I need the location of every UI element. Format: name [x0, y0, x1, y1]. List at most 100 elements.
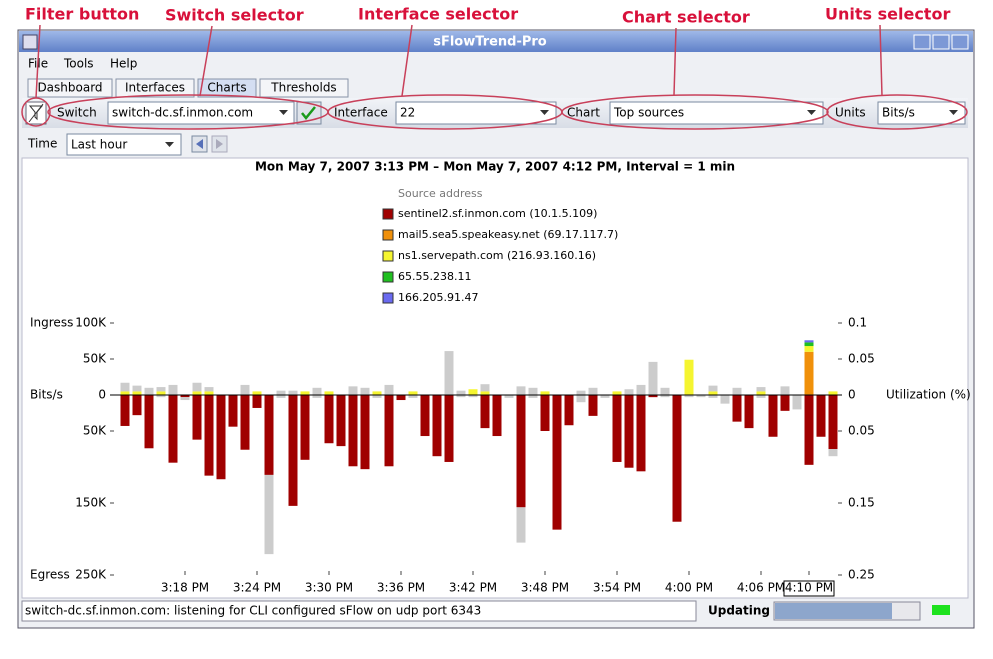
- bar-segment: [252, 395, 262, 408]
- bar-segment: [528, 387, 538, 395]
- x-tick-label: 3:30 PM: [305, 581, 353, 595]
- switch-combobox[interactable]: [107, 101, 295, 125]
- status-message: switch-dc.sf.inmon.com: listening for CL…: [25, 604, 481, 618]
- bar-segment: [648, 361, 658, 395]
- time-combobox[interactable]: [66, 133, 182, 156]
- bar-segment: [804, 346, 814, 352]
- bar-segment: [276, 390, 286, 395]
- tick-label: 50K: [83, 352, 107, 366]
- bar-segment: [768, 395, 778, 437]
- units-value: Bits/s: [882, 106, 915, 120]
- bar-segment: [252, 391, 262, 395]
- bar-segment: [204, 395, 214, 476]
- bar-segment: [180, 395, 190, 398]
- switch-value: switch-dc.sf.inmon.com: [112, 106, 253, 120]
- bar-segment: [480, 395, 490, 429]
- x-tick-label: 4:10 PM: [785, 581, 833, 595]
- interface-label: Interface: [334, 106, 388, 120]
- bar-segment: [828, 391, 838, 395]
- bar-segment: [216, 395, 226, 480]
- bar-segment: [624, 389, 634, 395]
- bar-segment: [240, 395, 250, 450]
- bar-segment: [408, 395, 418, 398]
- bar-segment: [720, 395, 730, 404]
- tab[interactable]: [259, 78, 349, 98]
- bar-segment: [600, 395, 610, 398]
- app-icon: [22, 34, 38, 50]
- legend-label: 166.205.91.47: [398, 291, 478, 304]
- bar-segment: [240, 384, 250, 395]
- bar-segment: [516, 507, 526, 543]
- bar-segment: [156, 387, 166, 392]
- x-tick-label: 3:18 PM: [161, 581, 209, 595]
- bar-segment: [444, 395, 454, 462]
- bar-segment: [288, 390, 298, 395]
- tick-label: 0.05: [848, 424, 875, 438]
- tab[interactable]: [27, 78, 113, 98]
- bar-segment: [180, 397, 190, 401]
- bar-segment: [168, 384, 178, 395]
- legend-label: ns1.servepath.com (216.93.160.16): [398, 249, 596, 262]
- legend-label: sentinel2.sf.inmon.com (10.1.5.109): [398, 207, 597, 220]
- bar-segment: [792, 395, 802, 410]
- dropdown-arrow: [165, 142, 174, 147]
- bar-segment: [120, 391, 130, 395]
- bar-segment: [444, 351, 454, 395]
- x-tick-label: 3:36 PM: [377, 581, 425, 595]
- tick-label: 0.25: [848, 568, 875, 582]
- bar-segment: [816, 395, 826, 437]
- bar-segment: [372, 395, 382, 398]
- bar-segment: [708, 385, 718, 392]
- x-tick-label: 4:06 PM: [737, 581, 785, 595]
- maximize-button[interactable]: [932, 34, 950, 50]
- bar-segment: [168, 395, 178, 463]
- bar-segment: [264, 395, 274, 475]
- check-icon: [301, 106, 316, 120]
- bar-segment: [480, 384, 490, 392]
- bar-segment: [360, 395, 370, 470]
- legend-title: Source address: [398, 187, 483, 200]
- bar-segment: [540, 395, 550, 431]
- bar-segment: [576, 395, 586, 403]
- units-combobox[interactable]: [877, 101, 966, 125]
- x-tick-label: 3:24 PM: [233, 581, 281, 595]
- bar-segment: [360, 387, 370, 395]
- bar-segment: [804, 340, 814, 343]
- minimize-button[interactable]: [913, 34, 931, 50]
- bar-segment: [828, 395, 838, 449]
- tab-label: Thresholds: [270, 81, 336, 95]
- bar-segment: [804, 395, 814, 465]
- bar-segment: [228, 395, 238, 427]
- bar-segment: [312, 387, 322, 395]
- bar-segment: [540, 391, 550, 395]
- bar-segment: [300, 395, 310, 460]
- bar-segment: [384, 395, 394, 467]
- bar-segment: [756, 395, 766, 398]
- bar-segment: [684, 359, 694, 395]
- menu-item[interactable]: Help: [110, 57, 137, 71]
- y-axis-label: Egress: [30, 568, 70, 582]
- tab-label: Charts: [207, 81, 246, 95]
- bar-segment: [780, 395, 790, 411]
- chart-combobox[interactable]: [609, 101, 824, 125]
- bar-segment: [204, 391, 214, 395]
- interface-combobox[interactable]: [395, 101, 557, 125]
- tick-label: 0.1: [848, 316, 867, 330]
- tick-label: 0: [848, 388, 856, 402]
- annotation: Filter button: [25, 5, 139, 24]
- close-button[interactable]: [951, 34, 969, 50]
- menu-item[interactable]: Tools: [63, 57, 94, 71]
- bar-segment: [468, 389, 478, 395]
- bar-segment: [576, 390, 586, 395]
- bar-segment: [336, 395, 346, 447]
- tab[interactable]: [115, 78, 195, 98]
- legend-label: 65.55.238.11: [398, 270, 471, 283]
- bar-segment: [636, 395, 646, 472]
- menu-bar: FileToolsHelp: [28, 57, 137, 71]
- bar-segment: [348, 395, 358, 467]
- title-bar: [19, 31, 973, 52]
- tab[interactable]: [197, 78, 257, 98]
- annotation-callouts: [21, 24, 968, 130]
- bar-segment: [480, 391, 490, 395]
